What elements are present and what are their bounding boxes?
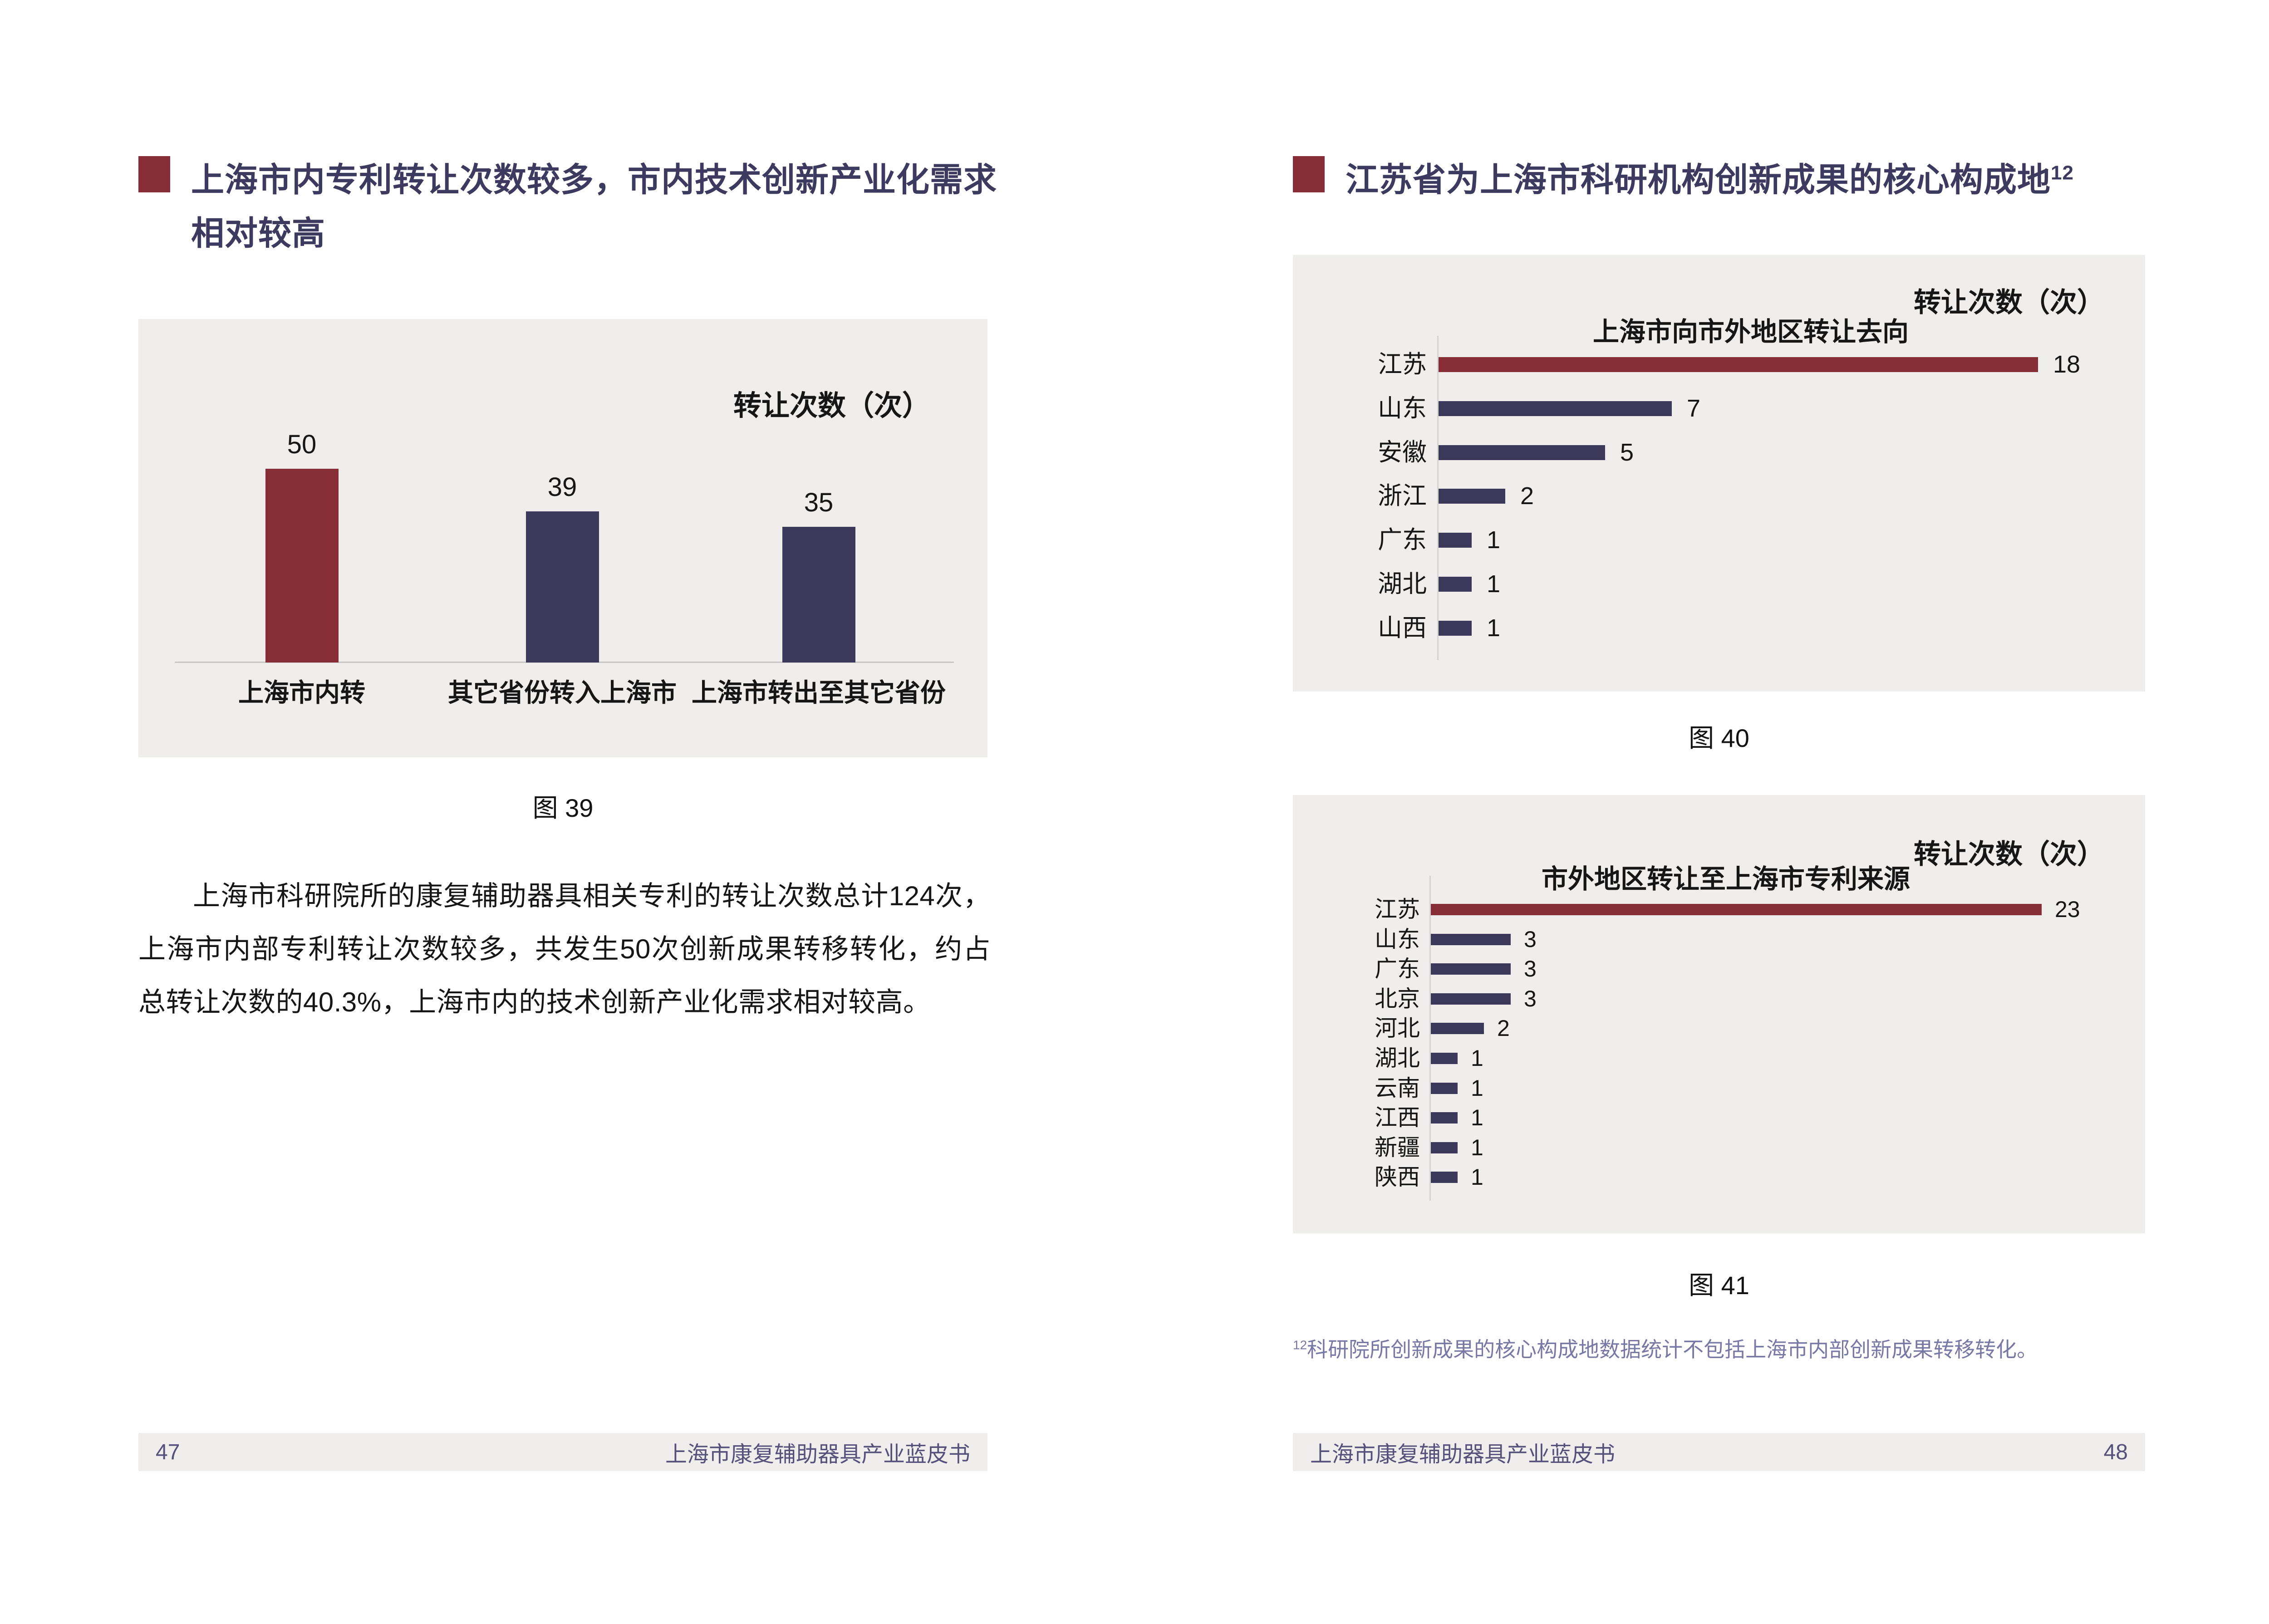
bar-category-label: 其它省份转入上海市 bbox=[448, 678, 677, 707]
left-footer: 47 上海市康复辅助器具产业蓝皮书 bbox=[138, 1433, 987, 1471]
bar-value-label: 18 bbox=[2053, 351, 2081, 378]
bar-category-label: 河北 bbox=[1375, 1016, 1420, 1041]
right-section-title-superscript: 12 bbox=[2051, 162, 2074, 184]
bar-value-label: 3 bbox=[1524, 927, 1537, 952]
right-page-number: 48 bbox=[2103, 1440, 2128, 1464]
figure39-caption: 图 39 bbox=[532, 794, 594, 822]
bar-新疆 bbox=[1431, 1142, 1458, 1153]
bar-广东 bbox=[1439, 532, 1472, 548]
bar-value-label: 7 bbox=[1687, 395, 1701, 422]
right-section-title-row: 江苏省为上海市科研机构创新成果的核心构成地12 bbox=[1293, 153, 2200, 207]
bar-category-label: 北京 bbox=[1375, 986, 1420, 1011]
left-body-paragraph: 上海市科研院所的康复辅助器具相关专利的转让次数总计124次，上海市内部专利转让次… bbox=[138, 881, 991, 1017]
bar-category-label: 山西 bbox=[1378, 614, 1427, 642]
bar-value-label: 1 bbox=[1487, 570, 1501, 598]
bar-河北 bbox=[1431, 1022, 1484, 1034]
left-footer-book-title: 上海市康复辅助器具产业蓝皮书 bbox=[665, 1442, 970, 1467]
bar-广东 bbox=[1431, 963, 1511, 975]
bar-value-label: 2 bbox=[1520, 482, 1534, 510]
figure41-unit-label: 转让次数（次） bbox=[1914, 839, 2104, 869]
bar-category-label: 云南 bbox=[1375, 1075, 1420, 1101]
bar-山东 bbox=[1439, 401, 1672, 416]
bar-category-label: 江苏 bbox=[1378, 351, 1427, 378]
figure40-chart-panel: 转让次数（次） 上海市向市外地区转让去向 江苏 18 山东 7 安徽 5 浙江 2 广东 1 湖北 1… bbox=[1293, 255, 2145, 692]
y-axis-line bbox=[1437, 336, 1439, 660]
bar-value-label: 1 bbox=[1487, 614, 1501, 642]
right-footer: 上海市康复辅助器具产业蓝皮书 48 bbox=[1293, 1433, 2145, 1471]
figure41-chart-panel: 转让次数（次） 市外地区转让至上海市专利来源 江苏 23 山东 3 广东 3 北京 3 河北 2 湖… bbox=[1293, 795, 2145, 1233]
right-section-title: 江苏省为上海市科研机构创新成果的核心构成地12 bbox=[1346, 153, 2074, 207]
bar-江苏 bbox=[1431, 903, 2042, 915]
left-section-title: 上海市内专利转让次数较多，市内技术创新产业化需求相对较高 bbox=[191, 162, 997, 252]
bar-浙江 bbox=[1439, 488, 1505, 504]
right-section-title-text: 江苏省为上海市科研机构创新成果的核心构成地 bbox=[1346, 162, 2051, 198]
bar-北京 bbox=[1431, 993, 1511, 1005]
bar-江苏 bbox=[1439, 357, 2038, 372]
bar-value-label: 1 bbox=[1487, 526, 1501, 554]
bar-value-label: 1 bbox=[1471, 1045, 1483, 1071]
bar-category-label: 陕西 bbox=[1375, 1164, 1420, 1190]
bar-云南 bbox=[1431, 1082, 1458, 1094]
bar-value-label: 1 bbox=[1471, 1105, 1483, 1130]
figure39-chart-panel: 转让次数（次） 50 上海市内转 39 其它省份转入上海市 35 上海市转出至其它省份 bbox=[138, 319, 987, 757]
bar-value-label: 39 bbox=[547, 472, 577, 502]
figure39-unit-label: 转让次数（次） bbox=[733, 390, 930, 422]
bar-category-label: 江苏 bbox=[1375, 897, 1420, 922]
y-axis-line bbox=[1429, 876, 1431, 1201]
bar-value-label: 1 bbox=[1471, 1075, 1483, 1101]
right-footer-book-title: 上海市康复辅助器具产业蓝皮书 bbox=[1310, 1442, 1616, 1467]
bar-上海市内转 bbox=[265, 469, 339, 662]
bar-category-label: 新疆 bbox=[1375, 1135, 1420, 1160]
bar-其它省份转入上海市 bbox=[526, 511, 599, 662]
left-page-number: 47 bbox=[156, 1440, 180, 1464]
section-bullet-icon bbox=[1293, 156, 1325, 192]
figure41-caption: 图 41 bbox=[1689, 1271, 1749, 1300]
bar-value-label: 3 bbox=[1524, 956, 1537, 981]
bar-category-label: 安徽 bbox=[1378, 439, 1427, 466]
bar-湖北 bbox=[1439, 576, 1472, 592]
bar-category-label: 江西 bbox=[1375, 1105, 1420, 1130]
bar-category-label: 广东 bbox=[1378, 526, 1427, 554]
right-footnote: 12科研院所创新成果的核心构成地数据统计不包括上海市内部创新成果转移转化。 bbox=[1293, 1333, 2038, 1363]
bar-category-label: 湖北 bbox=[1375, 1045, 1420, 1071]
bar-category-label: 湖北 bbox=[1378, 570, 1427, 598]
left-section-title-row: 上海市内专利转让次数较多，市内技术创新产业化需求相对较高 bbox=[138, 153, 1019, 260]
bar-category-label: 山东 bbox=[1378, 395, 1427, 422]
bar-上海市转出至其它省份 bbox=[782, 527, 855, 662]
bar-value-label: 1 bbox=[1471, 1135, 1483, 1160]
bar-山西 bbox=[1439, 620, 1472, 636]
bar-江西 bbox=[1431, 1112, 1458, 1124]
bar-category-label: 浙江 bbox=[1378, 482, 1427, 510]
bar-陕西 bbox=[1431, 1171, 1458, 1183]
figure40-unit-label: 转让次数（次） bbox=[1914, 287, 2104, 318]
bar-category-label: 上海市转出至其它省份 bbox=[692, 678, 946, 707]
figure40-chart-title: 上海市向市外地区转让去向 bbox=[1592, 317, 1909, 347]
bar-category-label: 上海市内转 bbox=[238, 678, 365, 707]
bar-value-label: 50 bbox=[287, 430, 317, 459]
section-bullet-icon bbox=[138, 156, 170, 192]
bar-value-label: 5 bbox=[1620, 439, 1634, 466]
bar-category-label: 山东 bbox=[1375, 927, 1420, 952]
bar-安徽 bbox=[1439, 445, 1605, 460]
bar-湖北 bbox=[1431, 1052, 1458, 1064]
figure41-chart-title: 市外地区转让至上海市专利来源 bbox=[1541, 864, 1910, 894]
bar-value-label: 35 bbox=[804, 488, 834, 517]
bar-value-label: 2 bbox=[1497, 1016, 1510, 1041]
bar-value-label: 23 bbox=[2055, 897, 2080, 922]
bar-category-label: 广东 bbox=[1375, 956, 1420, 981]
figure40-caption: 图 40 bbox=[1689, 724, 1749, 752]
bar-山东 bbox=[1431, 933, 1511, 945]
bar-value-label: 1 bbox=[1471, 1164, 1483, 1190]
bar-value-label: 3 bbox=[1524, 986, 1537, 1011]
footnote-text: 科研院所创新成果的核心构成地数据统计不包括上海市内部创新成果转移转化。 bbox=[1307, 1338, 2038, 1361]
footnote-superscript: 12 bbox=[1293, 1338, 1307, 1352]
